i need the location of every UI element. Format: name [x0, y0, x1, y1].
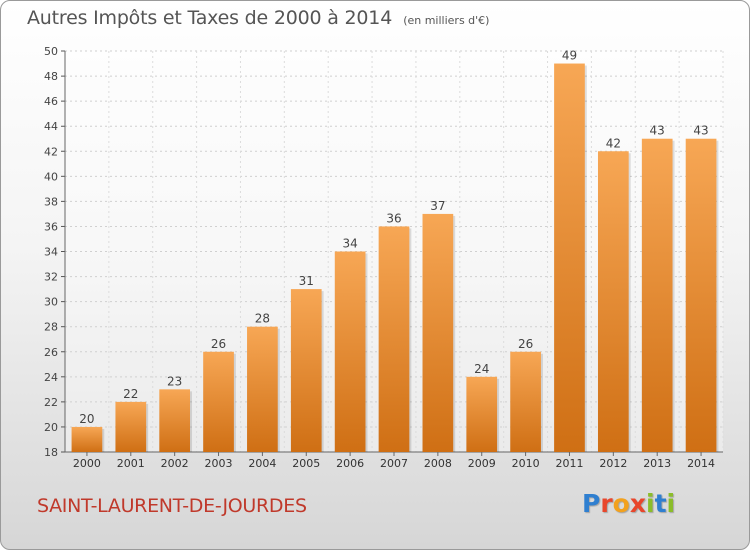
x-tick-label: 2010	[512, 457, 540, 470]
proxiti-logo: Proxiti	[582, 489, 675, 518]
bar-value-label: 24	[474, 362, 489, 376]
y-tick-label: 26	[44, 346, 58, 359]
y-tick-label: 30	[44, 296, 58, 309]
bar-value-label: 26	[518, 337, 533, 351]
x-tick-label: 2013	[643, 457, 671, 470]
x-tick-label: 2008	[424, 457, 452, 470]
x-tick-label: 2006	[336, 457, 364, 470]
x-tick-label: 2007	[380, 457, 408, 470]
y-tick-label: 34	[44, 246, 58, 259]
bar-2011	[554, 63, 585, 452]
y-tick-label: 50	[44, 45, 58, 58]
bar-2005	[290, 289, 322, 452]
logo-letter: P	[582, 489, 601, 518]
y-tick-label: 48	[44, 70, 58, 83]
bar-2012	[597, 151, 629, 452]
logo-letter: o	[612, 489, 630, 518]
logo-letter: t	[654, 489, 667, 518]
y-tick-label: 44	[44, 120, 58, 133]
bar-2002	[159, 389, 191, 452]
bar-2004	[247, 326, 278, 452]
chart-subtitle: (en milliers d'€)	[403, 14, 490, 27]
bar-value-label: 43	[650, 124, 665, 138]
y-tick-label: 42	[44, 145, 58, 158]
bar-value-label: 23	[167, 374, 182, 388]
x-tick-label: 2005	[292, 457, 320, 470]
bar-2000	[71, 426, 103, 452]
y-tick-label: 46	[44, 95, 58, 108]
x-tick-label: 2002	[161, 457, 189, 470]
bar-value-label: 37	[430, 199, 445, 213]
x-tick-label: 2004	[248, 457, 276, 470]
bar-2013	[641, 138, 673, 452]
bar-layer	[71, 63, 719, 452]
x-tick-label: 2001	[117, 457, 145, 470]
logo-letter: i	[666, 489, 676, 518]
y-tick-label: 40	[44, 170, 58, 183]
bar-2006	[334, 251, 366, 452]
logo-letter: r	[600, 489, 613, 518]
bar-value-label: 49	[562, 49, 577, 63]
x-tick-label: 2000	[73, 457, 101, 470]
title-row: Autres Impôts et Taxes de 2000 à 2014 (e…	[27, 7, 489, 29]
bar-value-label: 42	[606, 136, 621, 150]
x-tick-label: 2009	[468, 457, 496, 470]
y-tick-label: 36	[44, 220, 58, 233]
bar-2009	[466, 376, 498, 452]
y-tick-label: 22	[44, 396, 58, 409]
y-tick-label: 38	[44, 195, 58, 208]
bar-value-label: 28	[255, 312, 270, 326]
bar-2014	[685, 138, 717, 452]
bar-value-label: 43	[693, 124, 708, 138]
y-tick-label: 28	[44, 321, 58, 334]
y-tick-label: 32	[44, 271, 58, 284]
x-tick-label: 2012	[599, 457, 627, 470]
bar-value-label: 34	[342, 237, 357, 251]
bar-2003	[203, 351, 234, 452]
bar-value-label: 36	[386, 211, 401, 225]
y-tick-label: 20	[44, 421, 58, 434]
y-tick-label: 24	[44, 371, 58, 384]
commune-name: SAINT-LAURENT-DE-JOURDES	[37, 495, 307, 517]
chart-title: Autres Impôts et Taxes de 2000 à 2014	[27, 7, 393, 29]
x-tick-label: 2003	[205, 457, 233, 470]
bar-2007	[378, 226, 410, 452]
bar-value-label: 22	[123, 387, 138, 401]
bar-value-label: 31	[299, 274, 314, 288]
x-tick-label: 2011	[555, 457, 583, 470]
label-layer: 20 22 23 26 28 31 34 36 37 24 26 49 42 43 43	[79, 49, 708, 426]
bar-2008	[422, 213, 454, 452]
logo-letter: x	[629, 489, 646, 518]
bar-value-label: 20	[79, 412, 94, 426]
x-tick-label: 2014	[687, 457, 715, 470]
logo-letter: i	[646, 489, 655, 518]
bar-2010	[510, 351, 541, 452]
bar-value-label: 26	[211, 337, 226, 351]
bar-2001	[115, 401, 147, 452]
y-tick-label: 18	[44, 446, 58, 459]
